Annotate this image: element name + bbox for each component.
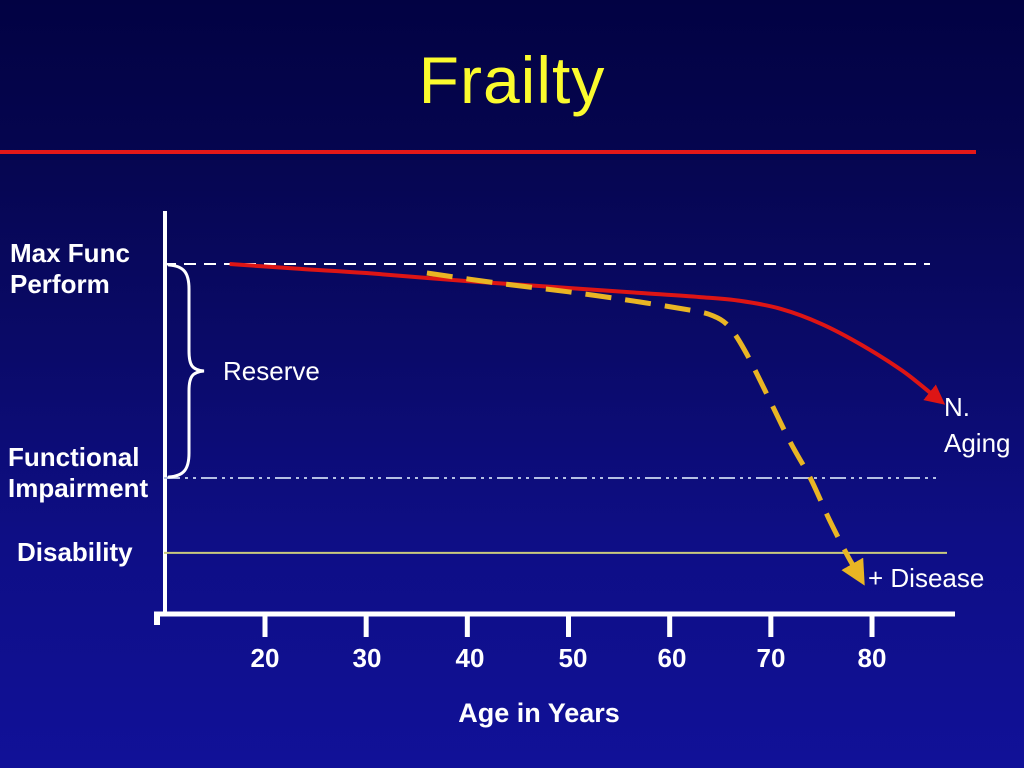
x-tick-label-80: 80 — [857, 643, 887, 673]
label-disability: Disability — [17, 537, 133, 567]
x-tick-label-30: 30 — [352, 643, 382, 673]
label-functional-impairment: Functional Impairment — [8, 442, 148, 504]
series-curves — [229, 262, 946, 586]
label-line: Perform — [10, 269, 110, 299]
x-tick-label-60: 60 — [657, 643, 687, 673]
slide-title: Frailty — [418, 43, 606, 117]
label-line: Max Func — [10, 238, 130, 268]
label-line: N. — [944, 392, 970, 422]
label-line: Impairment — [8, 473, 149, 503]
x-tick-label-20: 20 — [250, 643, 280, 673]
label-max-func-perform: Max Func Perform — [10, 238, 130, 300]
series-curve--disease — [426, 270, 865, 586]
label-reserve: Reserve — [223, 356, 320, 386]
label-plus-disease: + Disease — [868, 563, 985, 593]
x-tick-label-40: 40 — [455, 643, 485, 673]
title-divider-line — [0, 150, 976, 154]
x-tick-label-50: 50 — [558, 643, 588, 673]
label-line: Functional — [8, 442, 140, 472]
x-tick-label-70: 70 — [756, 643, 786, 673]
x-axis-ticks — [262, 616, 875, 637]
series-curve-n-aging — [229, 262, 946, 405]
label-line: Aging — [944, 428, 1011, 458]
reference-lines — [164, 263, 947, 554]
x-axis-title: Age in Years — [458, 698, 620, 728]
reserve-brace — [167, 263, 205, 479]
label-n-aging: N. Aging — [944, 389, 1011, 461]
